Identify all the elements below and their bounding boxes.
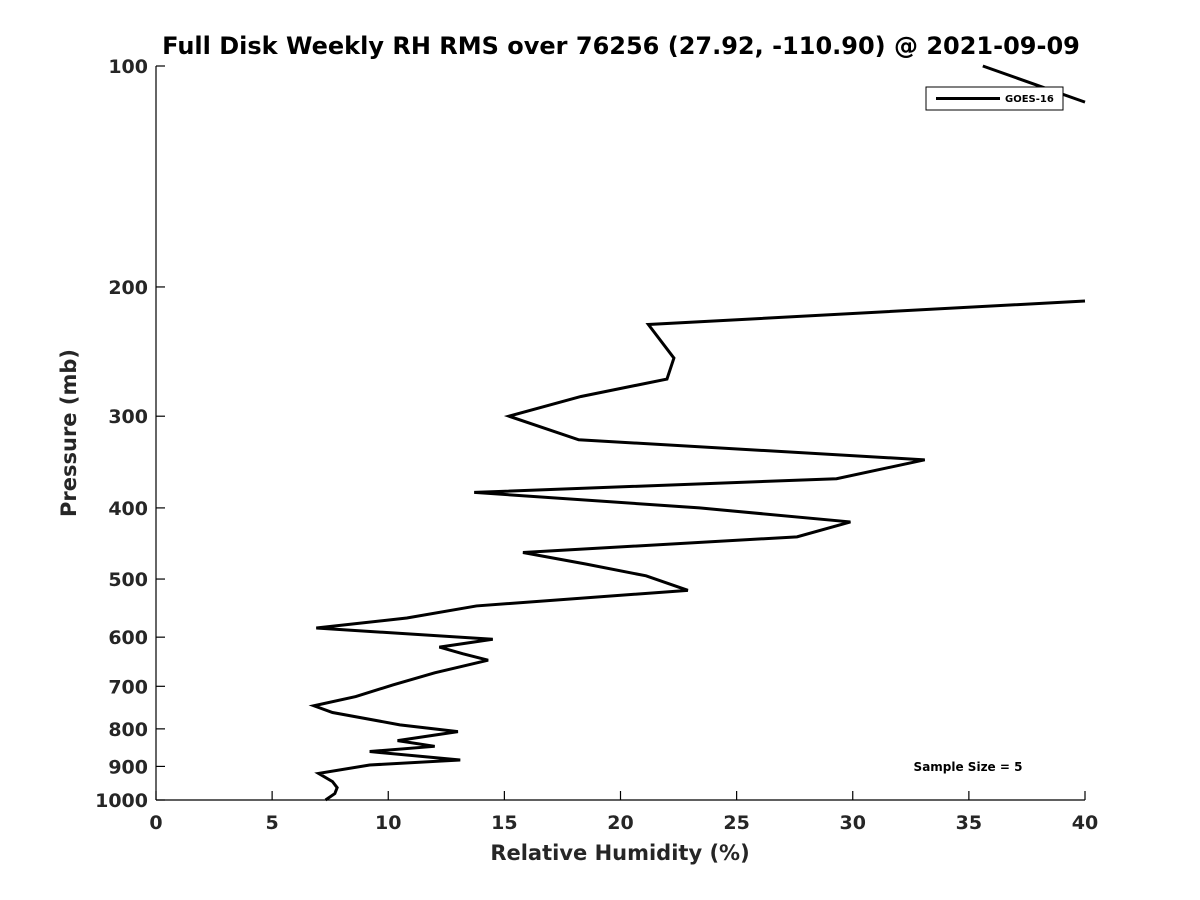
x-tick-label: 10 <box>375 812 401 834</box>
series-line-goes-16 <box>308 299 1086 802</box>
x-tick-label: 15 <box>491 812 517 834</box>
series-layer <box>308 64 1086 802</box>
x-tick-label: 40 <box>1072 812 1098 834</box>
x-tick-label: 35 <box>956 812 982 834</box>
sample-size-annotation: Sample Size = 5 <box>914 760 1023 774</box>
legend-label-goes-16: GOES-16 <box>1005 94 1054 105</box>
x-axis-ticks: 0 5 10 15 20 25 30 35 40 <box>149 791 1098 834</box>
y-tick-label: 100 <box>108 56 148 78</box>
y-tick-label: 800 <box>108 719 148 741</box>
y-tick-label: 1000 <box>95 790 148 812</box>
y-tick-label: 300 <box>108 406 148 428</box>
plot-area <box>155 66 1085 801</box>
chart-title: Full Disk Weekly RH RMS over 76256 (27.9… <box>162 32 1080 60</box>
x-axis-label: Relative Humidity (%) <box>490 841 749 865</box>
x-tick-label: 30 <box>840 812 866 834</box>
y-tick-label: 900 <box>108 756 148 778</box>
x-tick-label: 25 <box>723 812 749 834</box>
y-tick-label: 700 <box>108 676 148 698</box>
series-line-goes-16-upper <box>982 64 1086 104</box>
y-axis-ticks: 100 200 300 400 500 600 700 800 900 1000 <box>95 56 165 812</box>
y-tick-label: 600 <box>108 627 148 649</box>
y-tick-label: 400 <box>108 498 148 520</box>
y-tick-label: 500 <box>108 569 148 591</box>
x-tick-label: 0 <box>149 812 162 834</box>
y-axis-label: Pressure (mb) <box>57 349 81 517</box>
x-tick-label: 5 <box>266 812 279 834</box>
legend: GOES-16 <box>925 86 1064 111</box>
x-tick-label: 20 <box>607 812 633 834</box>
y-tick-label: 200 <box>108 277 148 299</box>
